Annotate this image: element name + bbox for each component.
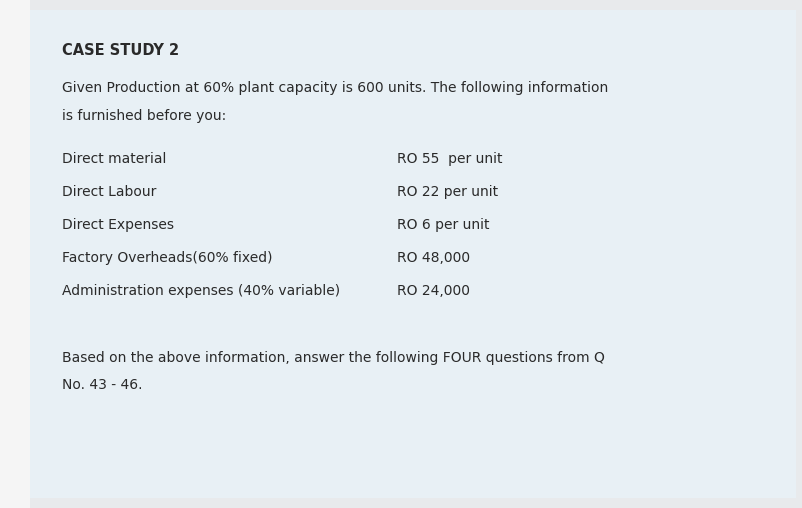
Text: RO 22 per unit: RO 22 per unit <box>397 185 498 200</box>
Text: Factory Overheads(60% fixed): Factory Overheads(60% fixed) <box>62 251 272 266</box>
Text: No. 43 - 46.: No. 43 - 46. <box>62 378 142 393</box>
Text: RO 24,000: RO 24,000 <box>397 284 470 299</box>
FancyBboxPatch shape <box>30 10 796 498</box>
Text: Administration expenses (40% variable): Administration expenses (40% variable) <box>62 284 340 299</box>
Text: Direct Expenses: Direct Expenses <box>62 218 174 233</box>
Text: RO 55  per unit: RO 55 per unit <box>397 152 503 167</box>
Text: CASE STUDY 2: CASE STUDY 2 <box>62 43 179 58</box>
Text: Based on the above information, answer the following FOUR questions from Q: Based on the above information, answer t… <box>62 351 605 365</box>
Text: RO 6 per unit: RO 6 per unit <box>397 218 489 233</box>
Text: RO 48,000: RO 48,000 <box>397 251 470 266</box>
Text: Direct material: Direct material <box>62 152 166 167</box>
Text: is furnished before you:: is furnished before you: <box>62 109 226 123</box>
FancyBboxPatch shape <box>0 0 30 508</box>
Text: Direct Labour: Direct Labour <box>62 185 156 200</box>
Text: Given Production at 60% plant capacity is 600 units. The following information: Given Production at 60% plant capacity i… <box>62 81 608 96</box>
